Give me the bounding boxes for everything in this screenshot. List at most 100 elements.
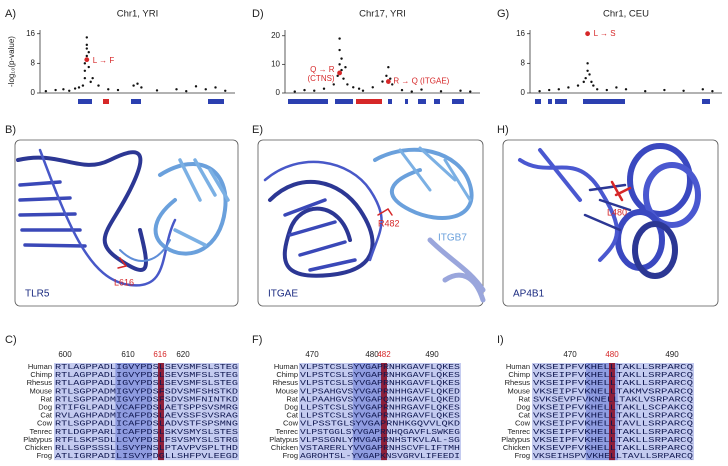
data-point [155,89,159,92]
data-point [84,57,90,63]
data-point [293,90,296,93]
species-name: Chicken [25,443,52,452]
data-point [132,84,135,87]
species-name: Dog [284,402,298,411]
data-point [615,86,618,89]
data-point [340,68,343,72]
panel-label: A) [5,8,16,20]
species-name: Platypus [269,435,298,444]
data-point [81,84,85,87]
data-point [624,88,628,91]
position-label: 490 [425,350,439,359]
species-name: Platypus [501,435,530,444]
data-point [85,47,89,50]
sequence: VKSEIPFVKHELLTAKLLSRPARCQ [533,437,694,445]
species-name: Cat [40,411,53,420]
data-point [557,88,560,91]
panel-label: I) [497,334,504,346]
data-point [391,83,394,86]
species-name: Mouse [275,386,298,395]
data-point [588,73,591,76]
species-name: Mouse [507,386,530,395]
data-point [711,89,714,93]
data-point [337,70,342,76]
position-label: 480 [365,350,379,359]
data-point [107,88,110,91]
data-point [83,76,87,80]
sequence: VKSEIPFVKHELLTAVLLSRPARCQ [533,421,694,429]
panel-label: D) [252,8,264,20]
sequence: AGROHTSL-YVGAPKNSVGRVLIFEEDI [300,453,460,461]
data-point [175,88,178,91]
data-point [332,83,335,86]
species-name: Rhesus [27,378,53,387]
species-name: Mouse [29,386,52,395]
data-point [68,89,71,92]
sequence: VLPSTCSLSYVGAPRNHKGAVFLQKES [300,372,461,380]
species-name: Tenrec [29,427,52,436]
panel-label: E) [252,124,263,136]
data-point [459,89,462,92]
data-point [89,80,92,84]
data-point [44,89,48,93]
sequence: RTLSGPPADLICAFPDSLADVSTFSPSMNG [55,421,239,429]
position-label: 470 [563,350,577,359]
chart-title: Chr1, CEU [603,9,649,20]
y-tick-label: 8 [521,58,526,67]
species-name: Dog [516,402,530,411]
sequence: VLPSTCSLSYVGAPRNHKGAVFLQKES [300,380,461,388]
sequence: RLLSGPSSSLLSVYPNSLPTAVPVSPLTHD [55,445,239,453]
data-point [342,77,345,80]
species-name: Frog [515,451,530,460]
annotation: (CTNS) [307,74,334,83]
data-point [389,77,392,80]
sequence: VKSEIPFVKNELLTAKMVSRPARCQ [533,388,694,396]
species-name: Cow [37,419,53,428]
species-name: Tenrec [275,427,298,436]
data-point [381,80,384,83]
data-point [340,57,343,60]
species-name: Frog [283,451,298,460]
sequence: RTFLSKPSDLLCVYPDSLFSVSMYSLSTRG [55,437,239,445]
sequence: LLPSTCSLSYVGAPRNHRGAVFLQKES [300,404,461,412]
sequence: VLPSSGNLYMVGAPRNHSTKVLAL-SG [300,437,461,445]
sequence: VLPSSTGLSYVGAPRNHKGQVVLQKD [300,421,461,429]
conserved-block [115,363,152,461]
structure-render [263,146,486,303]
data-point [97,84,100,87]
sequence: ALPAAHGVSYVGAPQNHHGAVFLQKED [300,396,461,404]
data-point [352,86,355,89]
y-tick-label: 0 [521,88,526,97]
data-point [596,88,599,91]
data-point [214,86,217,89]
data-point [87,65,90,69]
data-point [701,88,704,91]
data-point [548,88,551,92]
species-name: Frog [37,451,52,460]
data-point [439,90,443,93]
sequence: RTLSGPPADMIGVYPDSFSDVSMFNINTKD [55,396,239,404]
data-point [605,88,608,92]
sequence: RTLAGPPADLIGVYPDSLSEVSMFSLSTEG [55,372,239,380]
data-point [538,89,541,93]
y-axis-label: -log₁₀(p-value) [7,36,16,87]
data-point [313,89,316,92]
data-point [204,88,207,91]
data-point [338,63,341,66]
sequence: RTLAGPPADLIGVYPDSLSEVSMFSLSTEG [55,380,239,388]
species-name: Rhesus [273,378,299,387]
position-label: 610 [121,350,135,359]
sequence: VSTARERLYVVGAPRNHSCVFLIFTMH [300,445,460,453]
species-name: Cow [283,419,299,428]
annotation: L → F [93,56,115,65]
gene-track [78,99,710,104]
species-name: Chimp [30,370,52,379]
y-tick-label: 8 [31,58,36,67]
sequence: VLPSAHGVSYVGAPRNHHGAVFLQKED [300,388,461,396]
species-name: Cat [286,411,299,420]
data-point [194,85,198,88]
panel-label: F) [252,334,262,346]
position-label: 470 [305,350,319,359]
y-tick-label: 20 [271,31,280,40]
sequence: VKSEIPFVKHELLTAKLLSRPARCQ [533,429,694,437]
